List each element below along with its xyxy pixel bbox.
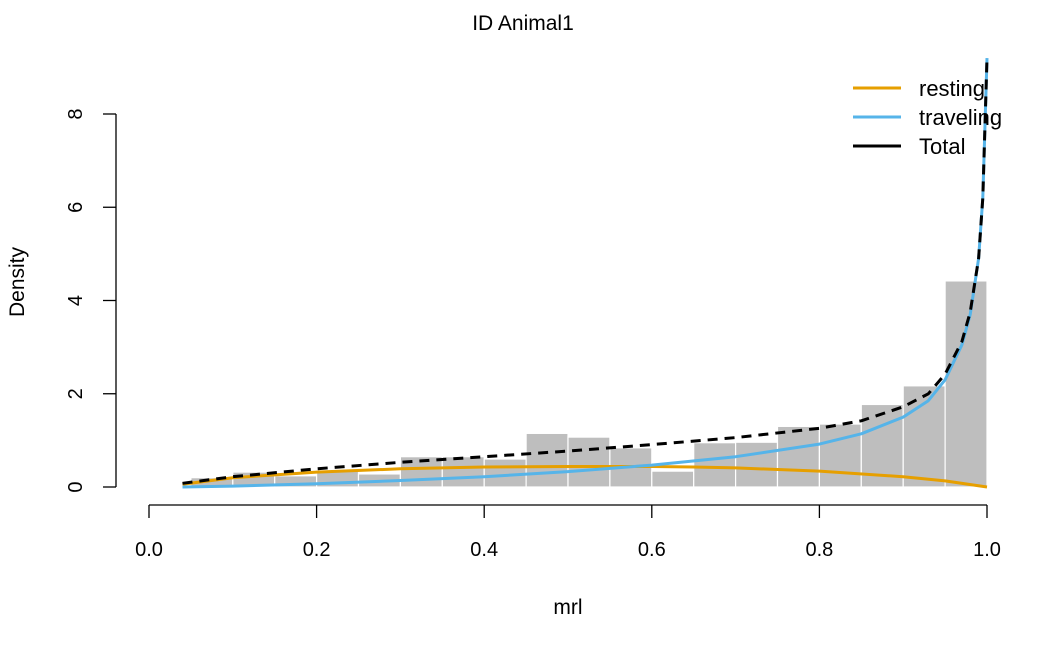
histogram-bar (818, 423, 862, 488)
histogram-bar (693, 442, 737, 488)
histogram-bar (651, 470, 695, 488)
histogram (148, 280, 988, 488)
x-ticks: 0.0 0.2 0.4 0.6 0.8 1.0 (135, 505, 1001, 561)
x-axis-label: mrl (553, 596, 582, 619)
density-curves (182, 58, 989, 489)
y-axis-label: Density (6, 246, 29, 317)
x-axis: 0.0 0.2 0.4 0.6 0.8 1.0 (135, 504, 1001, 561)
legend-label-resting: resting (919, 76, 985, 101)
y-tick-label: 8 (65, 108, 87, 119)
y-tick-label: 2 (65, 388, 87, 399)
x-tick-label: 0.6 (638, 539, 666, 561)
histogram-bar (483, 458, 527, 488)
y-tick-label: 4 (65, 295, 87, 306)
series-line-total (182, 58, 989, 485)
x-tick-label: 1.0 (973, 539, 1001, 561)
legend: resting traveling Total (853, 76, 1002, 159)
histogram-bar (902, 385, 946, 488)
x-tick-label: 0.2 (303, 539, 331, 561)
histogram-bar (567, 436, 611, 488)
histogram-bar (525, 432, 569, 488)
legend-label-traveling: traveling (919, 105, 1002, 130)
chart-title: ID Animal1 (472, 12, 574, 35)
y-tick-label: 6 (65, 202, 87, 213)
y-axis: 0 2 4 6 8 (65, 108, 117, 493)
histogram-bar (944, 280, 988, 488)
histogram-bar (734, 441, 779, 488)
x-tick-label: 0.0 (135, 539, 163, 561)
y-tick-label: 0 (65, 481, 87, 492)
histogram-bar (776, 425, 821, 488)
y-ticks: 0 2 4 6 8 (65, 108, 116, 493)
legend-label-total: Total (919, 134, 965, 159)
x-tick-label: 0.4 (470, 539, 498, 561)
x-tick-label: 0.8 (805, 539, 833, 561)
histogram-bar (441, 456, 485, 488)
